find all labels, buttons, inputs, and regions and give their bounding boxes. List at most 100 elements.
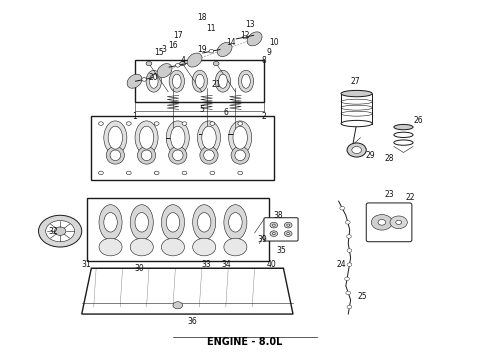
Ellipse shape bbox=[187, 53, 202, 67]
Ellipse shape bbox=[229, 121, 252, 154]
Ellipse shape bbox=[127, 74, 142, 88]
Ellipse shape bbox=[196, 74, 204, 88]
Circle shape bbox=[345, 221, 350, 224]
Text: 11: 11 bbox=[207, 24, 216, 33]
Text: 3: 3 bbox=[161, 45, 166, 54]
Ellipse shape bbox=[238, 70, 254, 92]
Text: 40: 40 bbox=[267, 260, 276, 269]
Circle shape bbox=[340, 207, 344, 210]
Circle shape bbox=[210, 171, 215, 175]
Circle shape bbox=[180, 62, 185, 66]
Circle shape bbox=[378, 220, 386, 225]
Circle shape bbox=[126, 122, 131, 125]
Text: 32: 32 bbox=[48, 227, 58, 236]
Circle shape bbox=[238, 122, 243, 125]
Ellipse shape bbox=[341, 120, 372, 127]
Ellipse shape bbox=[104, 121, 127, 154]
Circle shape bbox=[182, 171, 187, 175]
Ellipse shape bbox=[192, 70, 208, 92]
Ellipse shape bbox=[172, 150, 183, 161]
Ellipse shape bbox=[224, 205, 247, 240]
Text: 31: 31 bbox=[82, 260, 91, 269]
Ellipse shape bbox=[99, 205, 122, 240]
Ellipse shape bbox=[141, 150, 152, 161]
Circle shape bbox=[347, 249, 352, 252]
Ellipse shape bbox=[247, 32, 262, 46]
Ellipse shape bbox=[110, 150, 121, 161]
Circle shape bbox=[270, 222, 278, 228]
Ellipse shape bbox=[200, 147, 218, 164]
Ellipse shape bbox=[215, 70, 231, 92]
Text: 1: 1 bbox=[132, 112, 137, 121]
Text: 35: 35 bbox=[276, 246, 286, 255]
Text: 5: 5 bbox=[199, 105, 204, 114]
Circle shape bbox=[209, 49, 214, 53]
Ellipse shape bbox=[161, 205, 185, 240]
Ellipse shape bbox=[242, 74, 250, 88]
Ellipse shape bbox=[394, 125, 413, 130]
Text: 9: 9 bbox=[267, 49, 271, 58]
FancyBboxPatch shape bbox=[366, 203, 412, 242]
Circle shape bbox=[175, 64, 180, 67]
FancyBboxPatch shape bbox=[264, 218, 298, 241]
Circle shape bbox=[396, 220, 401, 224]
Ellipse shape bbox=[149, 74, 158, 88]
Ellipse shape bbox=[229, 213, 242, 232]
Ellipse shape bbox=[135, 121, 158, 154]
Text: 30: 30 bbox=[134, 264, 144, 273]
Text: 8: 8 bbox=[262, 55, 267, 64]
Ellipse shape bbox=[171, 126, 185, 149]
Text: 10: 10 bbox=[269, 38, 279, 47]
Text: 23: 23 bbox=[384, 190, 394, 199]
Text: 16: 16 bbox=[168, 41, 178, 50]
Text: 15: 15 bbox=[154, 49, 163, 58]
Ellipse shape bbox=[172, 74, 181, 88]
Circle shape bbox=[182, 122, 187, 125]
Circle shape bbox=[46, 221, 74, 242]
Ellipse shape bbox=[217, 42, 232, 57]
Ellipse shape bbox=[139, 126, 154, 149]
Circle shape bbox=[154, 171, 159, 175]
Text: 27: 27 bbox=[351, 77, 360, 86]
Ellipse shape bbox=[233, 126, 247, 149]
Circle shape bbox=[287, 233, 290, 235]
Ellipse shape bbox=[202, 126, 216, 149]
Text: 26: 26 bbox=[413, 116, 423, 125]
Circle shape bbox=[347, 305, 352, 309]
Text: 13: 13 bbox=[245, 20, 255, 29]
Text: 6: 6 bbox=[223, 108, 228, 117]
Ellipse shape bbox=[224, 238, 247, 256]
Text: 22: 22 bbox=[406, 193, 416, 202]
Circle shape bbox=[284, 231, 292, 237]
Ellipse shape bbox=[197, 121, 220, 154]
Circle shape bbox=[390, 216, 407, 229]
Circle shape bbox=[98, 171, 103, 175]
Text: 34: 34 bbox=[221, 260, 231, 269]
Circle shape bbox=[238, 171, 243, 175]
Text: 18: 18 bbox=[197, 13, 206, 22]
Polygon shape bbox=[135, 60, 264, 102]
Circle shape bbox=[347, 263, 352, 266]
Text: 25: 25 bbox=[358, 292, 368, 301]
Ellipse shape bbox=[137, 147, 156, 164]
Circle shape bbox=[213, 62, 219, 66]
Polygon shape bbox=[82, 268, 293, 314]
Ellipse shape bbox=[104, 213, 117, 232]
Ellipse shape bbox=[204, 150, 214, 161]
Text: 2: 2 bbox=[262, 112, 267, 121]
Circle shape bbox=[142, 78, 147, 81]
Text: 20: 20 bbox=[149, 73, 159, 82]
Text: 38: 38 bbox=[274, 211, 283, 220]
Ellipse shape bbox=[146, 70, 161, 92]
Text: 14: 14 bbox=[226, 38, 235, 47]
Text: 12: 12 bbox=[240, 31, 250, 40]
Text: 36: 36 bbox=[187, 317, 197, 325]
Ellipse shape bbox=[130, 238, 153, 256]
Ellipse shape bbox=[169, 147, 187, 164]
Ellipse shape bbox=[169, 70, 185, 92]
Polygon shape bbox=[87, 198, 269, 261]
Ellipse shape bbox=[219, 74, 227, 88]
Circle shape bbox=[344, 277, 349, 280]
Circle shape bbox=[284, 222, 292, 228]
Circle shape bbox=[272, 233, 275, 235]
